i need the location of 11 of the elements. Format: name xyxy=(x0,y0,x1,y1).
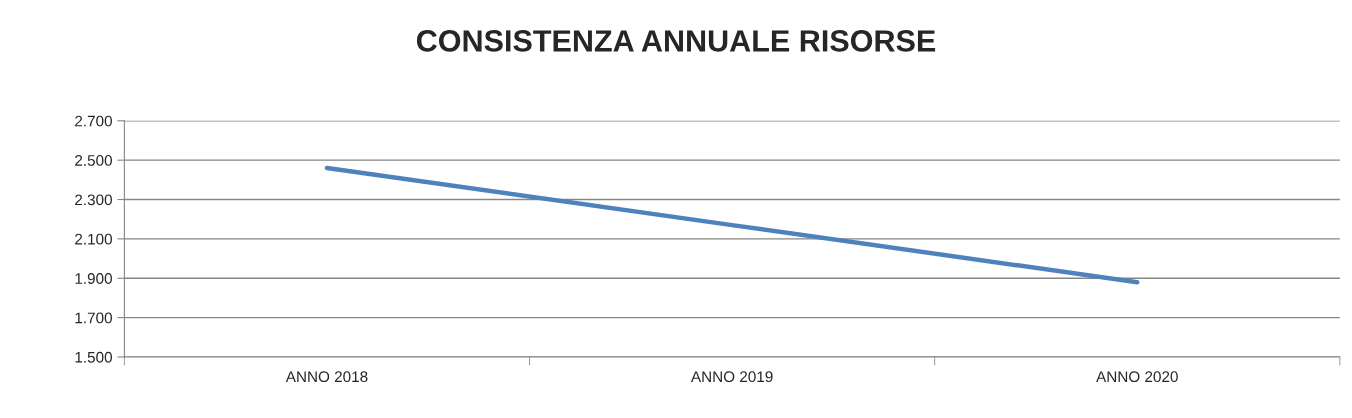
y-tick-label: 2.700 xyxy=(75,115,112,127)
y-tick-label: 1.700 xyxy=(75,312,112,324)
x-tick-label: ANNO 2020 xyxy=(1096,371,1178,383)
y-tick-label: 1.500 xyxy=(75,351,112,363)
chart-title: CONSISTENZA ANNUALE RISORSE xyxy=(416,30,936,52)
x-tick-label: ANNO 2018 xyxy=(285,371,368,383)
y-tick-label: 1.900 xyxy=(75,273,112,284)
y-tick-label: 2.100 xyxy=(75,233,112,245)
x-tick-label: ANNO 2019 xyxy=(690,371,773,383)
y-tick-label: 2.500 xyxy=(75,155,112,166)
y-tick-label: 2.300 xyxy=(75,194,112,206)
